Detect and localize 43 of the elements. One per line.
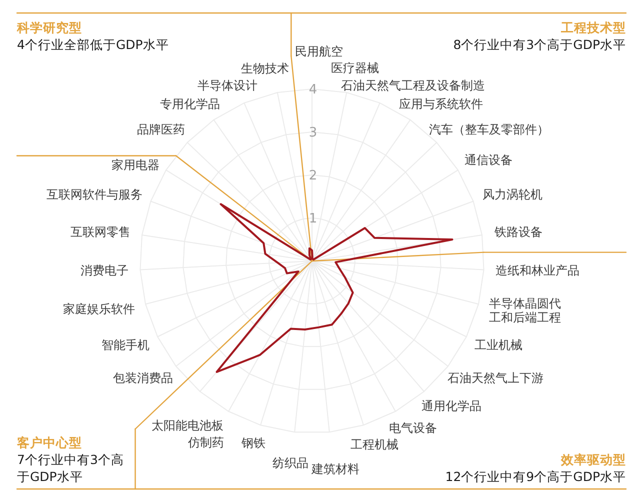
text: 工程技术型 (560, 20, 626, 35)
spoke-label: 半导体晶圆代工和后端工程 (488, 296, 561, 325)
spoke-label: 工程机械 (350, 438, 399, 452)
text: 效率驱动型 (560, 452, 626, 467)
spoke-label: 应用与系统软件 (399, 97, 484, 112)
text: 7个行业中有3个高于GDP水平 (17, 452, 124, 484)
spoke-label: 消费电子 (80, 264, 128, 278)
spoke-label: 汽车（整车及零部件） (428, 122, 549, 136)
spoke-label: 医疗器械 (331, 61, 380, 76)
spoke-label: 工业机械 (474, 338, 523, 352)
spoke-label: 家庭娱乐软件 (63, 302, 136, 316)
spoke-label: 石油天然气上下游 (447, 370, 544, 385)
text: 4个行业全部低于GDP水平 (17, 37, 169, 52)
spoke-label: 风力涡轮机 (482, 188, 543, 202)
spoke-label: 专用化学品 (160, 97, 220, 112)
spoke-label: 太阳能电池板 (151, 418, 224, 432)
spoke-label: 通信设备 (464, 152, 513, 167)
spoke-label: 品牌医药 (137, 122, 186, 136)
spoke-label: 电气设备 (388, 421, 437, 435)
y-tick-label: 3 (308, 126, 318, 140)
spoke-label: 智能手机 (101, 338, 150, 352)
spoke-label: 互联网软件与服务 (46, 188, 142, 202)
spoke-label: 石油天然气工程及设备制造 (340, 78, 485, 92)
spoke-label: 建筑材料 (310, 462, 360, 476)
spoke-label: 铁路设备 (494, 225, 543, 240)
spoke-label: 钢铁 (240, 436, 266, 450)
spoke-label: 纺织品 (272, 456, 308, 470)
spoke-label: 半导体设计 (198, 78, 258, 92)
spoke-label: 包装消费品 (112, 370, 173, 385)
y-tick-label: 4 (308, 82, 318, 98)
text: 客户中心型 (16, 435, 82, 450)
spoke-label: 造纸和林业产品 (496, 264, 580, 278)
spoke-label: 家用电器 (111, 158, 160, 172)
spoke-label: 仿制药 (187, 435, 224, 450)
spoke-label: 生物技术 (240, 61, 289, 76)
y-tick-label: 2 (308, 168, 318, 184)
spoke-label: 互联网零售 (70, 225, 130, 240)
spoke-label: 通用化学品 (421, 398, 482, 413)
y-tick-label: 1 (308, 212, 318, 226)
text: 科学研究型 (16, 20, 82, 35)
spoke-label: 民用航空 (294, 44, 343, 58)
text: 12个行业中有9个高于GDP水平 (445, 469, 626, 484)
text: 8个行业中有3个高于GDP水平 (453, 37, 626, 52)
